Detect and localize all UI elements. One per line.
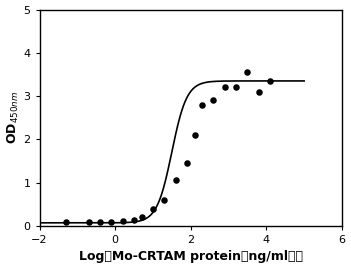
Point <box>192 133 197 137</box>
Point <box>86 220 92 224</box>
Point <box>245 70 250 75</box>
Point <box>97 220 103 224</box>
Point <box>150 206 156 211</box>
Point <box>131 218 137 222</box>
Y-axis label: OD$_{450nm}$: OD$_{450nm}$ <box>6 91 21 144</box>
Point <box>267 79 273 83</box>
Point <box>108 220 114 224</box>
X-axis label: Log（Mo-CRTAM protein（ng/ml））: Log（Mo-CRTAM protein（ng/ml）） <box>79 250 303 263</box>
Point <box>184 161 190 165</box>
Point <box>211 98 216 102</box>
Point <box>222 85 227 90</box>
Point <box>120 218 126 223</box>
Point <box>256 90 261 94</box>
Point <box>233 84 239 89</box>
Point <box>199 102 205 107</box>
Point <box>139 215 145 219</box>
Point <box>173 178 178 183</box>
Point <box>161 198 167 202</box>
Point <box>63 220 69 225</box>
